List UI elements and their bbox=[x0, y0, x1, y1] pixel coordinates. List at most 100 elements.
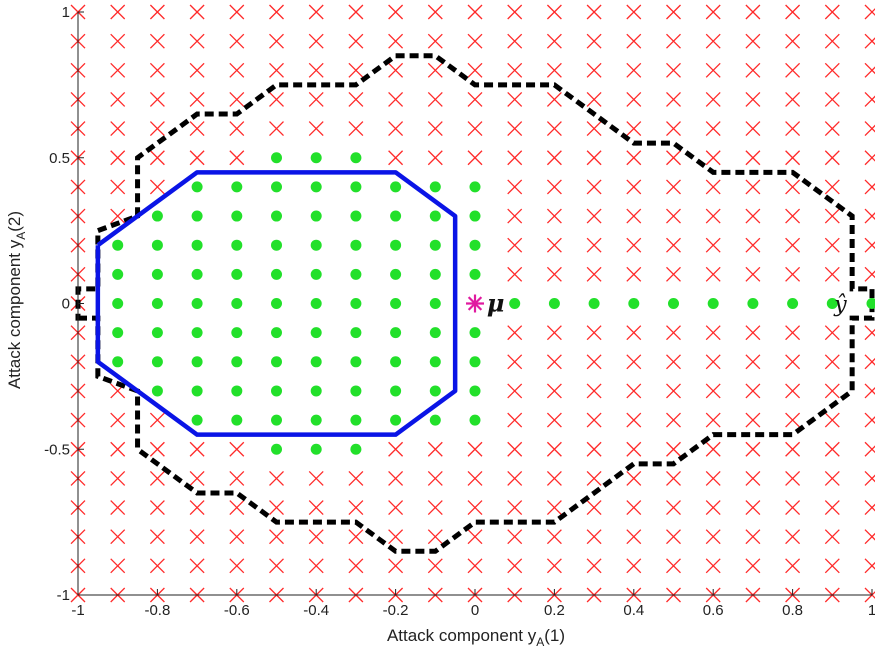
data-point bbox=[271, 181, 282, 193]
cross-mark bbox=[626, 529, 642, 545]
data-point bbox=[310, 152, 322, 164]
cross-mark bbox=[864, 266, 875, 282]
data-point bbox=[231, 239, 243, 251]
cross-mark bbox=[427, 529, 443, 545]
cross-mark bbox=[546, 441, 562, 457]
cross-mark bbox=[427, 33, 443, 49]
cross-mark bbox=[507, 266, 523, 282]
cross-mark bbox=[705, 179, 721, 195]
cross-mark bbox=[229, 500, 245, 516]
cross-mark bbox=[666, 237, 681, 253]
cross-mark bbox=[427, 500, 443, 516]
cross-mark bbox=[269, 529, 284, 545]
cross-mark bbox=[467, 33, 483, 49]
cross-mark bbox=[824, 441, 840, 457]
data-point bbox=[390, 385, 402, 397]
rejected-points bbox=[70, 4, 875, 603]
cross-mark bbox=[745, 383, 761, 399]
cross-mark bbox=[864, 412, 875, 428]
cross-mark bbox=[586, 354, 602, 370]
data-point bbox=[469, 210, 481, 222]
x-tick-label: -0.4 bbox=[303, 602, 329, 619]
cross-mark bbox=[427, 91, 443, 107]
data-point bbox=[350, 414, 362, 426]
data-point bbox=[350, 239, 362, 251]
cross-mark bbox=[507, 441, 523, 457]
x-tick-label: -0.6 bbox=[224, 602, 250, 619]
cross-mark bbox=[308, 121, 324, 137]
cross-mark bbox=[586, 383, 602, 399]
data-point bbox=[151, 327, 163, 339]
data-point bbox=[191, 356, 203, 368]
cross-mark bbox=[824, 33, 840, 49]
cross-mark bbox=[785, 237, 801, 253]
cross-mark bbox=[308, 529, 324, 545]
cross-mark bbox=[467, 470, 483, 486]
cross-mark bbox=[269, 91, 284, 107]
cross-mark bbox=[745, 441, 761, 457]
cross-mark bbox=[785, 529, 801, 545]
data-point bbox=[390, 414, 402, 426]
cross-mark bbox=[427, 558, 443, 574]
data-point bbox=[231, 268, 243, 280]
data-point bbox=[350, 327, 362, 339]
cross-mark bbox=[745, 33, 761, 49]
data-point bbox=[310, 414, 322, 426]
cross-mark bbox=[586, 558, 602, 574]
cross-mark bbox=[546, 150, 562, 166]
cross-mark bbox=[864, 558, 875, 574]
cross-mark bbox=[110, 179, 126, 195]
cross-mark bbox=[705, 558, 721, 574]
cross-mark bbox=[149, 62, 165, 78]
cross-mark bbox=[666, 354, 681, 370]
cross-mark bbox=[546, 91, 562, 107]
cross-mark bbox=[824, 500, 840, 516]
data-point bbox=[866, 298, 875, 309]
data-point bbox=[231, 356, 243, 368]
cross-mark bbox=[507, 529, 523, 545]
data-point bbox=[390, 181, 402, 193]
cross-mark bbox=[229, 62, 245, 78]
cross-mark bbox=[229, 4, 245, 20]
data-point bbox=[469, 327, 481, 339]
data-point bbox=[112, 298, 124, 309]
cross-mark bbox=[507, 121, 523, 137]
mu-marker bbox=[466, 294, 484, 313]
cross-mark bbox=[824, 150, 840, 166]
cross-mark bbox=[388, 529, 404, 545]
cross-mark bbox=[229, 150, 245, 166]
y-tick-label: 0 bbox=[62, 296, 70, 313]
cross-mark bbox=[626, 441, 642, 457]
cross-mark bbox=[229, 529, 245, 545]
cross-mark bbox=[467, 441, 483, 457]
data-point bbox=[310, 181, 322, 193]
data-point bbox=[350, 356, 362, 368]
cross-mark bbox=[110, 4, 126, 20]
cross-mark bbox=[626, 383, 642, 399]
cross-mark bbox=[308, 500, 324, 516]
x-tick-label: -0.2 bbox=[383, 602, 409, 619]
cross-mark bbox=[666, 150, 681, 166]
cross-mark bbox=[229, 91, 245, 107]
cross-mark bbox=[785, 91, 801, 107]
cross-mark bbox=[666, 412, 681, 428]
data-point bbox=[112, 356, 124, 368]
cross-mark bbox=[745, 91, 761, 107]
cross-mark bbox=[745, 412, 761, 428]
data-point bbox=[350, 443, 362, 455]
cross-mark bbox=[110, 208, 126, 224]
cross-mark bbox=[705, 121, 721, 137]
cross-mark bbox=[745, 500, 761, 516]
cross-mark bbox=[586, 266, 602, 282]
data-point bbox=[429, 268, 441, 280]
cross-mark bbox=[586, 62, 602, 78]
cross-mark bbox=[348, 91, 364, 107]
cross-mark bbox=[546, 4, 562, 20]
cross-mark bbox=[348, 33, 364, 49]
cross-mark bbox=[308, 470, 324, 486]
cross-mark bbox=[308, 62, 324, 78]
cross-mark bbox=[467, 500, 483, 516]
data-point bbox=[191, 327, 203, 339]
cross-mark bbox=[864, 383, 875, 399]
data-point bbox=[271, 327, 282, 339]
